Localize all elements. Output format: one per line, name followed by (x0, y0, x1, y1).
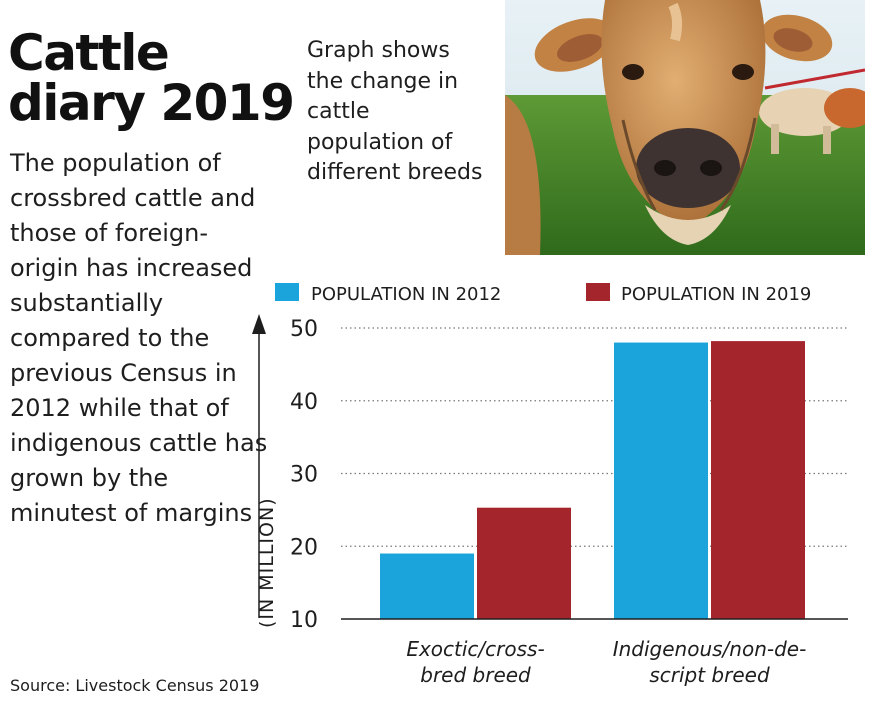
y-ticks: 10 20 30 40 50 (290, 317, 318, 633)
bar-2019-category-1 (477, 507, 571, 619)
bar-chart: POPULATION IN 2012 POPULATION IN 2019 (I… (252, 283, 848, 687)
y-tick-label-50: 50 (290, 317, 318, 342)
graph-note: Graph shows the change in cattle populat… (307, 38, 483, 185)
cow-photo (505, 0, 865, 255)
source-note: Source: Livestock Census 2019 (10, 676, 260, 695)
lede-text: The population of crossbred cattle and t… (10, 149, 268, 527)
bars (380, 341, 805, 619)
y-axis-arrow-icon (252, 314, 266, 334)
bar-2012-category-2 (614, 342, 708, 619)
category-label-1-line-1: Exoctic/cross- (406, 637, 544, 661)
headline: Cattle diary 2019 (8, 24, 295, 132)
y-tick-label-20: 20 (290, 535, 318, 560)
y-tick-label-30: 30 (290, 463, 318, 488)
legend-label-2012: POPULATION IN 2012 (311, 284, 501, 305)
category-label-2-line-2: script breed (649, 663, 770, 687)
y-axis: (IN MILLION) (252, 314, 278, 628)
chart-legend: POPULATION IN 2012 POPULATION IN 2019 (275, 283, 811, 305)
y-tick-label-40: 40 (290, 390, 318, 415)
category-label-1-line-2: bred breed (420, 663, 531, 687)
bar-2019-category-2 (711, 341, 805, 619)
legend-swatch-2019 (586, 283, 610, 301)
category-label-2-line-1: Indigenous/non-de- (613, 637, 807, 661)
bar-2012-category-1 (380, 553, 474, 619)
y-tick-label-10: 10 (290, 608, 318, 633)
legend-swatch-2012 (275, 283, 299, 301)
x-categories: Exoctic/cross-bred breed Indigenous/non-d… (406, 637, 806, 687)
gridlines (341, 327, 848, 547)
y-axis-label: (IN MILLION) (256, 497, 278, 628)
legend-label-2019: POPULATION IN 2019 (621, 284, 811, 305)
